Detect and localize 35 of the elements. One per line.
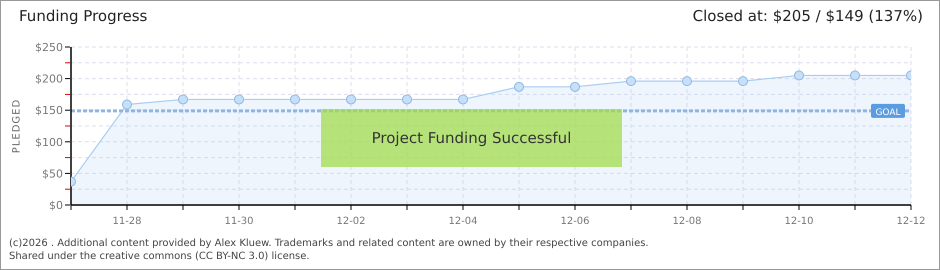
point <box>290 94 300 104</box>
point <box>234 94 244 104</box>
text: (c)2026 . Additional content provided by Alex Kluew. Trademarks and related content are owned by their respective companies. <box>9 237 649 250</box>
y-axis-title: PLEDGED <box>12 98 23 154</box>
point <box>626 76 636 86</box>
point <box>850 70 860 80</box>
y-tick-label: $100 <box>35 136 63 149</box>
x-tick-label: 12-12 <box>896 216 926 227</box>
chart-subtitle: Closed at: $205 / $149 (137%) <box>692 7 923 25</box>
point <box>122 100 132 110</box>
point <box>514 82 524 92</box>
point <box>738 76 748 86</box>
ref-line-label: GOAL <box>875 108 901 118</box>
x-tick-label: 11-30 <box>224 216 254 227</box>
x-tick-label: 11-28 <box>112 216 142 227</box>
y-tick-label: $250 <box>35 41 63 54</box>
y-tick-label: $150 <box>35 104 63 118</box>
point <box>458 94 468 104</box>
x-tick-label: 12-02 <box>336 216 366 227</box>
x-tick-label: 12-04 <box>448 216 478 227</box>
point <box>682 76 692 86</box>
point <box>570 82 580 92</box>
chart-title: Funding Progress <box>19 7 148 25</box>
y-tick-label: $50 <box>42 167 63 180</box>
y-tick-label: $200 <box>35 72 63 86</box>
point <box>794 70 804 80</box>
x-tick-label: 12-08 <box>672 216 702 227</box>
y-tick-label: $0 <box>49 199 63 212</box>
x-tick-label: 12-06 <box>560 216 590 227</box>
point <box>178 94 188 104</box>
text: Shared under the creative commons (CC BY-NC 3.0) license. <box>9 250 311 263</box>
point <box>346 94 356 104</box>
point <box>402 94 412 104</box>
x-tick-label: 12-10 <box>784 216 814 227</box>
banner: Project Funding Successful <box>321 109 622 167</box>
